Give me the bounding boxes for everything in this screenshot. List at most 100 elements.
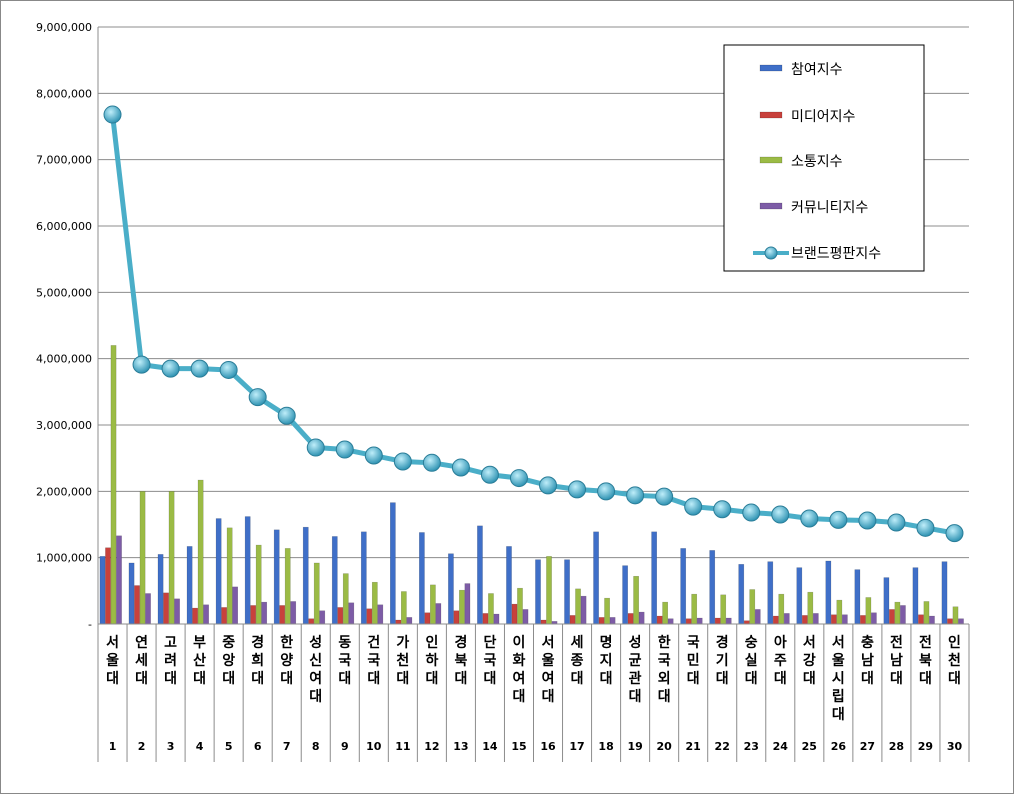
- bar-미디어지수: [714, 617, 721, 625]
- bar-미디어지수: [511, 603, 518, 625]
- bar-소통지수: [575, 588, 581, 625]
- bar-소통지수: [952, 606, 959, 625]
- line-series: [103, 105, 964, 543]
- bar-참여지수: [622, 565, 628, 625]
- line-point: [568, 480, 587, 499]
- bar-커뮤니티지수: [348, 602, 355, 625]
- bar-소통지수: [255, 544, 262, 625]
- bar-참여지수: [128, 562, 135, 625]
- bar-참여지수: [738, 564, 745, 625]
- line-point: [393, 452, 412, 471]
- bar-참여지수: [477, 525, 483, 625]
- bar-참여지수: [215, 518, 222, 625]
- bar-참여지수: [302, 526, 309, 625]
- bar-참여지수: [419, 532, 425, 625]
- rank-label: 3: [167, 740, 175, 753]
- bar-참여지수: [651, 531, 657, 625]
- bar-미디어지수: [308, 618, 315, 625]
- bar-참여지수: [390, 502, 396, 625]
- bar-미디어지수: [598, 617, 605, 625]
- bar-소통지수: [226, 527, 233, 625]
- legend-label: 참여지수: [791, 62, 843, 78]
- bar-참여지수: [360, 531, 367, 625]
- bar-참여지수: [535, 559, 541, 625]
- rank-label: 22: [715, 740, 730, 753]
- rank-label: 17: [569, 740, 584, 753]
- bar-소통지수: [197, 479, 204, 625]
- bar-소통지수: [430, 584, 436, 625]
- bar-참여지수: [767, 561, 774, 625]
- bar-커뮤니티지수: [812, 613, 819, 625]
- bar-커뮤니티지수: [900, 605, 906, 625]
- bar-소통지수: [284, 548, 291, 625]
- y-tick-label: 4,000,000: [36, 353, 92, 366]
- line-point: [190, 359, 209, 378]
- bar-소통지수: [836, 599, 843, 625]
- bar-커뮤니티지수: [609, 617, 616, 625]
- bar-미디어지수: [801, 615, 808, 625]
- bar-소통지수: [139, 491, 146, 625]
- bar-미디어지수: [250, 605, 257, 625]
- rank-label: 24: [773, 740, 789, 753]
- legend-label: 소통지수: [791, 154, 843, 170]
- line-point: [800, 509, 819, 528]
- bar-소통지수: [110, 345, 117, 625]
- bar-미디어지수: [279, 605, 286, 625]
- rank-label: 30: [947, 740, 963, 753]
- bar-소통지수: [459, 589, 465, 625]
- line-point: [887, 513, 906, 532]
- bar-커뮤니티지수: [522, 609, 529, 625]
- line-point: [480, 465, 499, 484]
- bar-소통지수: [401, 591, 407, 625]
- bar-미디어지수: [482, 613, 489, 625]
- rank-label: 23: [744, 740, 759, 753]
- bar-커뮤니티지수: [638, 611, 645, 625]
- bar-커뮤니티지수: [871, 612, 877, 625]
- bar-소통지수: [807, 591, 814, 625]
- line-point: [597, 482, 616, 501]
- bar-미디어지수: [134, 585, 140, 625]
- bar-커뮤니티지수: [958, 618, 964, 625]
- line-point: [713, 500, 732, 519]
- rank-label: 11: [395, 740, 410, 753]
- legend-marker: [764, 246, 778, 260]
- bar-소통지수: [546, 556, 552, 625]
- bar-커뮤니티지수: [464, 583, 471, 625]
- rank-label: 14: [482, 740, 498, 753]
- bar-미디어지수: [569, 615, 576, 625]
- bar-미디어지수: [395, 619, 402, 625]
- line-point: [945, 524, 964, 543]
- bar-소통지수: [604, 597, 610, 625]
- line-point: [829, 510, 848, 529]
- rank-label: 16: [540, 740, 556, 753]
- bar-참여지수: [941, 561, 948, 625]
- bar-미디어지수: [221, 607, 228, 625]
- legend-label: 커뮤니티지수: [791, 200, 868, 216]
- bar-커뮤니티지수: [406, 617, 413, 625]
- rank-label: 19: [627, 740, 642, 753]
- line-point: [684, 497, 703, 516]
- line-point: [103, 105, 122, 124]
- bar-소통지수: [778, 593, 785, 625]
- bar-커뮤니티지수: [261, 601, 268, 625]
- bar-series: [99, 345, 964, 625]
- bar-참여지수: [680, 548, 687, 625]
- bar-커뮤니티지수: [783, 613, 790, 625]
- line-point: [248, 388, 267, 407]
- bar-미디어지수: [889, 609, 895, 625]
- bar-소통지수: [720, 594, 727, 625]
